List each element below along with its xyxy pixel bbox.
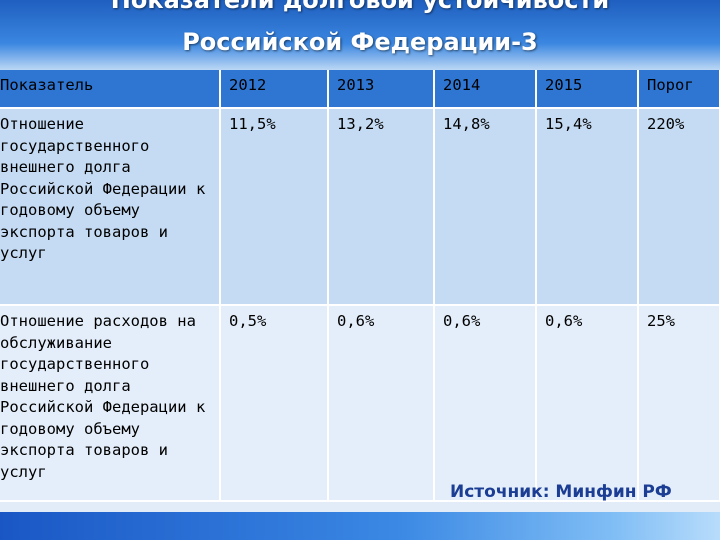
row-indicator-label: Отношение государственного внешнего долг… xyxy=(0,108,221,306)
cell-value: 0,5% xyxy=(220,305,329,502)
cell-value: 0,6% xyxy=(536,305,639,502)
table-row: Отношение государственного внешнего долг… xyxy=(0,108,720,306)
row-indicator-label: Отношение расходов на обслуживание госуд… xyxy=(0,305,221,502)
title-line-1: Показатели долговой устойчивости xyxy=(110,0,610,14)
header-indicator: Показатель xyxy=(0,70,221,109)
cell-value: 13,2% xyxy=(328,108,435,306)
source-note: Источник: Минфин РФ xyxy=(450,482,672,502)
header-2014: 2014 xyxy=(434,70,537,109)
header-threshold: Порог xyxy=(638,70,720,109)
cell-value: 0,6% xyxy=(328,305,435,502)
header-2013: 2013 xyxy=(328,70,435,109)
cell-threshold: 220% xyxy=(638,108,720,306)
header-2012: 2012 xyxy=(220,70,329,109)
cell-threshold: 25% xyxy=(638,305,720,502)
cell-value: 11,5% xyxy=(220,108,329,306)
cell-value: 14,8% xyxy=(434,108,537,306)
slide-title: Показатели долговой устойчивости Российс… xyxy=(0,0,720,70)
table-header-row: Показатель 2012 2013 2014 2015 Порог xyxy=(0,70,720,109)
title-line-2: Российской Федерации-3 xyxy=(182,28,538,56)
debt-sustainability-table: Показатель 2012 2013 2014 2015 Порог Отн… xyxy=(0,70,720,502)
header-2015: 2015 xyxy=(536,70,639,109)
table-row: Отношение расходов на обслуживание госуд… xyxy=(0,305,720,502)
footer-band xyxy=(0,512,720,540)
cell-value: 15,4% xyxy=(536,108,639,306)
cell-value: 0,6% xyxy=(434,305,537,502)
